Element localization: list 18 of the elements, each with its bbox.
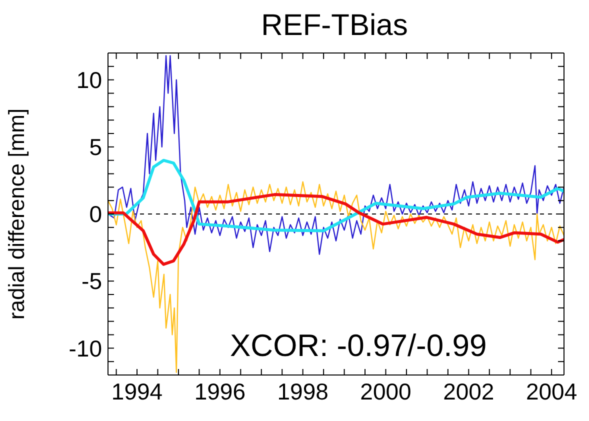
line-series xyxy=(108,181,564,373)
y-axis-title: radial difference [mm] xyxy=(4,108,29,320)
line-series xyxy=(108,193,564,266)
x-tick-label: 2004 xyxy=(526,378,578,404)
y-tick-label: -5 xyxy=(82,268,102,294)
line-series xyxy=(108,55,564,255)
x-tick-label: 1998 xyxy=(277,378,328,404)
x-tick-label: 2002 xyxy=(443,378,494,404)
annotation: XCOR: -0.97/-0.99 xyxy=(230,328,487,364)
y-tick-label: 5 xyxy=(89,134,102,160)
y-tick-label: -10 xyxy=(68,335,102,362)
y-tick-label: 0 xyxy=(89,201,102,228)
x-tick-label: 1996 xyxy=(194,378,246,404)
chart-title: REF-TBias xyxy=(260,8,409,44)
line-series xyxy=(108,158,564,232)
x-tick-label: 1994 xyxy=(111,378,163,404)
y-tick-label: 10 xyxy=(76,67,102,93)
x-tick-label: 2000 xyxy=(360,378,412,404)
